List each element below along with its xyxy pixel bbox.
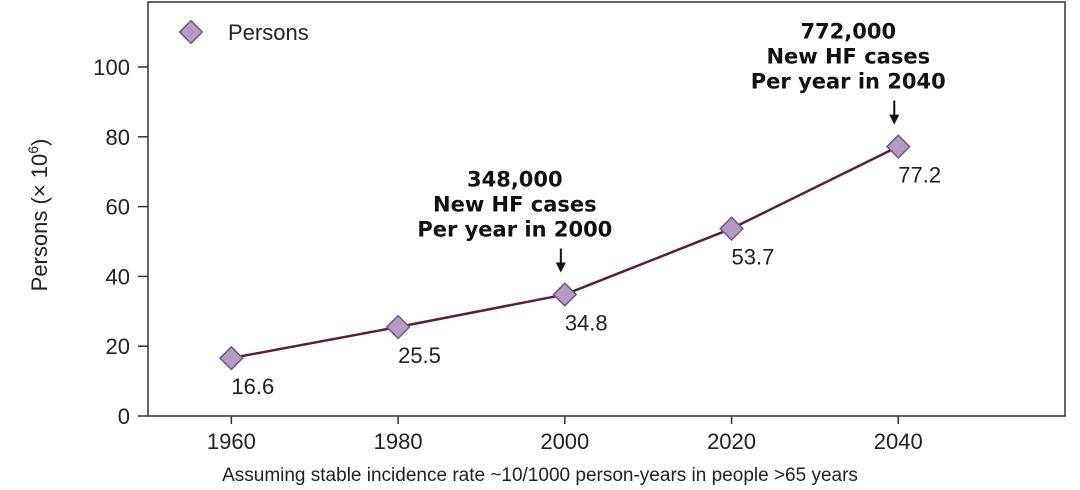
data-point xyxy=(719,216,744,241)
legend: Persons xyxy=(178,19,309,45)
legend-label: Persons xyxy=(228,20,309,45)
data-point xyxy=(552,282,578,307)
data-label: 77.2 xyxy=(898,163,941,188)
data-point xyxy=(885,134,911,159)
x-tick-label: 2020 xyxy=(707,429,756,454)
y-tick-label: 20 xyxy=(106,334,130,359)
annotation-line: 772,000 xyxy=(800,20,896,44)
y-tick-label: 80 xyxy=(106,125,130,150)
x-axis-label: Assuming stable incidence rate ~10/1000 … xyxy=(222,465,858,486)
annotation-line: New HF cases xyxy=(766,45,930,69)
data-point xyxy=(218,345,244,371)
annotation-arrowhead xyxy=(555,262,566,273)
y-tick-label: 100 xyxy=(93,55,130,80)
annotation-line: 348,000 xyxy=(467,168,563,192)
annotation-line: Per year in 2040 xyxy=(751,70,946,94)
y-tick-label: 40 xyxy=(106,264,130,289)
x-tick-label: 1980 xyxy=(374,429,423,454)
x-tick-label: 2000 xyxy=(540,429,589,454)
data-label: 34.8 xyxy=(565,311,608,336)
y-tick-label: 60 xyxy=(106,195,130,220)
y-tick-label: 0 xyxy=(118,404,130,429)
data-label: 25.5 xyxy=(398,343,441,368)
data-point xyxy=(385,314,411,340)
x-tick-label: 2040 xyxy=(874,429,923,454)
data-label: 16.6 xyxy=(231,374,274,399)
annotation-line: New HF cases xyxy=(433,193,597,217)
y-axis-label: Persons (× 106) xyxy=(25,139,52,292)
series-persons xyxy=(218,134,911,371)
plot-frame xyxy=(147,1,1066,417)
data-label: 53.7 xyxy=(732,245,775,270)
annotation-arrowhead xyxy=(889,114,900,125)
chart-axes xyxy=(147,1,1066,417)
x-ticks: 1960 1980 2000 2020 2040 xyxy=(207,416,923,454)
x-tick-label: 1960 xyxy=(207,429,256,454)
data-labels: 16.6 25.5 34.8 53.7 77.2 xyxy=(231,163,941,399)
y-ticks: 0 20 40 60 80 100 xyxy=(93,55,148,429)
legend-marker xyxy=(178,19,204,45)
annotation-line: Per year in 2000 xyxy=(417,218,612,242)
